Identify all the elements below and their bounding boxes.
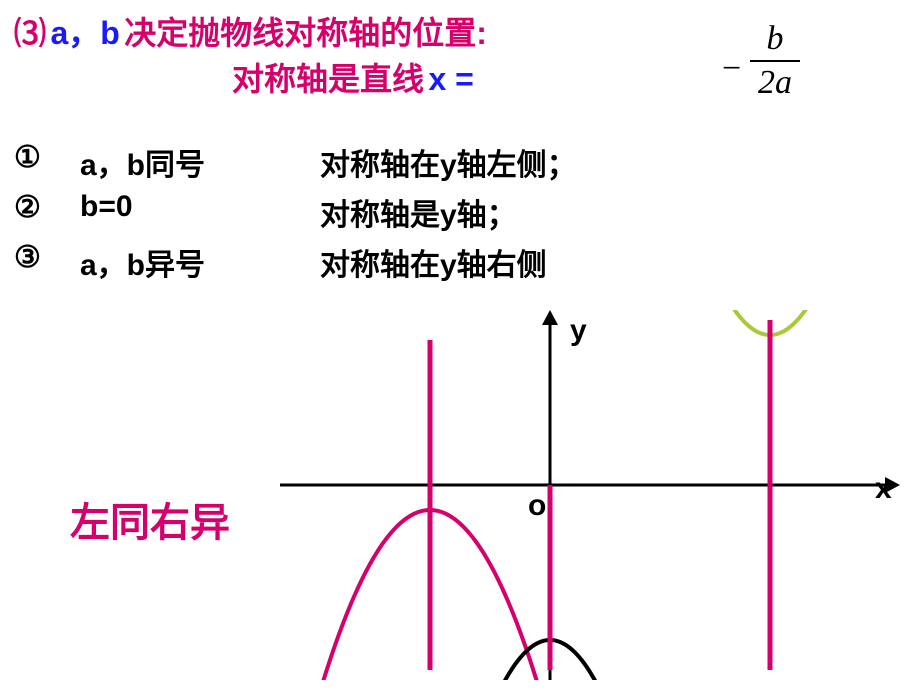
fraction-bar xyxy=(750,60,800,62)
parabola-diagram: x y o xyxy=(280,310,900,680)
title-line-2: 对称轴是直线 x = xyxy=(232,54,474,100)
y-axis-arrow-icon xyxy=(542,310,558,325)
title-prefix: ⑶ xyxy=(14,15,46,51)
fraction-numerator: b xyxy=(750,20,800,58)
rule-circle: ① xyxy=(14,140,41,175)
title-line-1: ⑶ a，b 决定抛物线对称轴的位置: xyxy=(14,8,487,54)
rule-rhs: 对称轴是y轴； xyxy=(320,190,517,234)
axis-label-y: y xyxy=(570,314,587,347)
rule-lhs: a，b异号 xyxy=(80,240,205,284)
diagram-svg: x y o xyxy=(280,310,900,680)
rule-circle: ③ xyxy=(14,240,41,275)
fraction-neg-b-over-2a: − b 2a xyxy=(750,20,800,102)
rule-circle: ② xyxy=(14,190,41,225)
mnemonic-text: 左同右异 xyxy=(70,490,230,548)
title-xeq: x = xyxy=(428,61,473,97)
rule-rhs: 对称轴在y轴左侧； xyxy=(320,140,577,184)
title-rest: 决定抛物线对称轴的位置: xyxy=(124,15,487,51)
rule-lhs: b=0 xyxy=(80,190,133,224)
title-ab: a，b xyxy=(50,15,119,51)
axis-label-o: o xyxy=(528,489,546,522)
title-line2a: 对称轴是直线 xyxy=(232,61,424,97)
fraction-denominator: 2a xyxy=(750,64,800,102)
rule-rhs: 对称轴在y轴右侧 xyxy=(320,240,547,284)
rule-lhs: a，b同号 xyxy=(80,140,205,184)
axis-label-x: x xyxy=(875,472,892,505)
fraction-minus: − xyxy=(722,50,741,88)
